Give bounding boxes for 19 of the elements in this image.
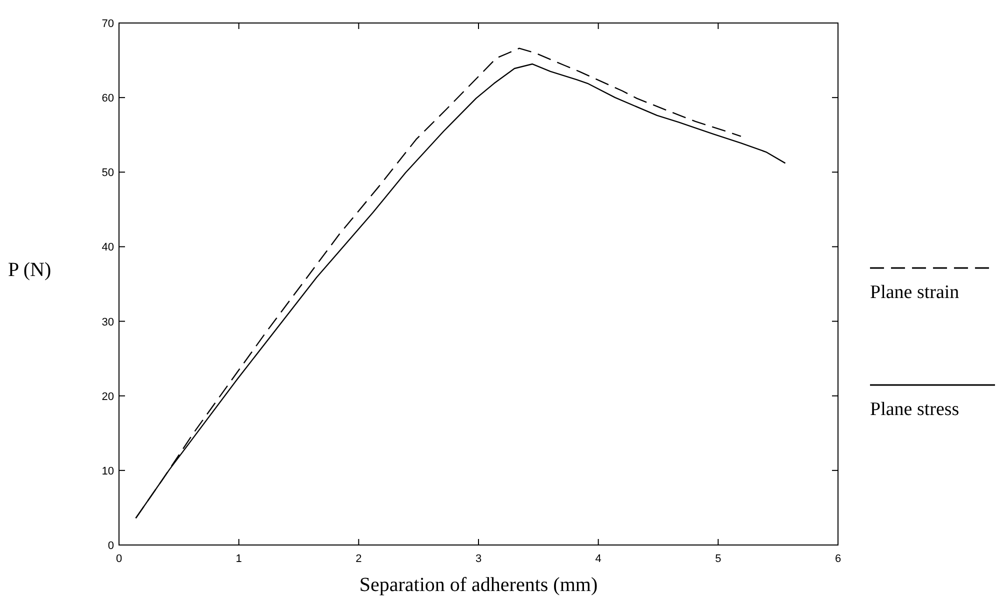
y-tick-label: 30 [102, 316, 114, 328]
y-tick-label: 60 [102, 92, 114, 105]
x-tick-label: 4 [595, 553, 602, 565]
y-tick-label: 20 [102, 390, 114, 403]
x-tick-label: 5 [715, 553, 722, 565]
x-tick-label: 1 [236, 553, 242, 565]
x-tick-label: 0 [116, 553, 122, 565]
y-axis-title: P (N) [8, 259, 52, 281]
y-tick-label: 50 [102, 167, 114, 180]
x-tick-label: 3 [475, 553, 482, 565]
y-tick-label: 40 [102, 242, 114, 254]
y-tick-label: 0 [108, 540, 114, 552]
y-tick-label: 70 [102, 18, 114, 30]
y-tick-label: 10 [102, 465, 114, 478]
x-tick-label: 6 [834, 553, 842, 565]
text: Plane strain [870, 282, 960, 303]
x-tick-label: 2 [356, 553, 362, 565]
text: Plane stress [870, 399, 960, 420]
x-axis-title: Separation of adherents (mm) [359, 574, 598, 596]
